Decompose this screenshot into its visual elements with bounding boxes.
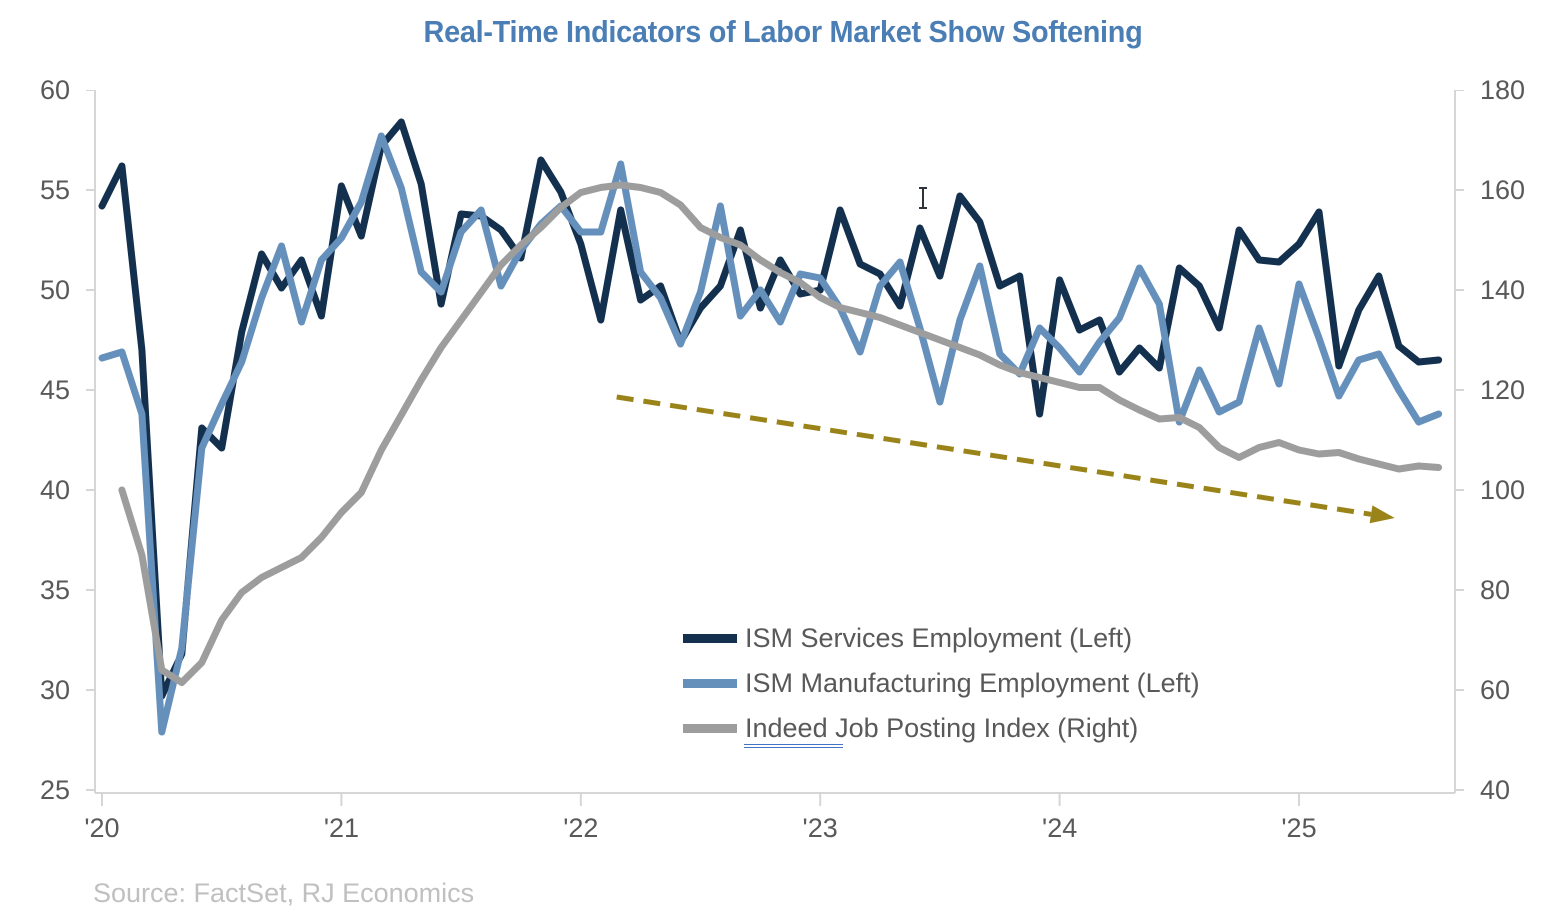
- y-left-tick-label: 35: [39, 575, 70, 605]
- y-left-tick-label: 55: [39, 175, 70, 205]
- text-cursor-icon: [916, 186, 930, 210]
- x-tick-label: '20: [84, 813, 120, 843]
- line-chart: [86, 90, 1464, 806]
- y-right-tick-label: 120: [1480, 375, 1526, 405]
- y-axis-left: 60 55 50 45 40 35 30 25: [0, 76, 70, 804]
- y-right-tick-label: 40: [1480, 775, 1511, 805]
- manufacturing-line-swatch-icon: [683, 678, 737, 688]
- y-left-tick-label: 25: [39, 775, 70, 805]
- y-left-tick-label: 60: [39, 75, 70, 105]
- legend-item-indeed: Indeed Job Posting Index (Right): [683, 712, 1200, 744]
- y-axis-right: 180 160 140 120 100 80 60 40: [1480, 76, 1566, 804]
- x-tick-label: '21: [323, 813, 360, 843]
- page-title: Real-Time Indicators of Labor Market Sho…: [423, 14, 1143, 49]
- legend-label: ISM Services Employment (Left): [745, 622, 1133, 653]
- x-axis: '20 '21 '22 '23 '24 '25: [84, 813, 1455, 847]
- y-right-tick-label: 80: [1480, 575, 1511, 605]
- source-note: Source: FactSet, RJ Economics: [93, 878, 475, 908]
- spellcheck-underline-icon: [744, 742, 843, 748]
- y-left-tick-label: 40: [39, 475, 70, 505]
- y-right-tick-label: 160: [1480, 175, 1526, 205]
- legend-label: ISM Manufacturing Employment (Left): [745, 667, 1200, 698]
- y-right-tick-label: 100: [1480, 475, 1526, 505]
- y-right-tick-label: 60: [1480, 675, 1511, 705]
- x-tick-label: '22: [563, 813, 599, 843]
- legend-item-services: ISM Services Employment (Left): [683, 622, 1200, 654]
- legend-label: Indeed Job Posting Index (Right): [745, 712, 1139, 743]
- plot-area[interactable]: [86, 90, 1464, 810]
- services-line-swatch-icon: [683, 633, 737, 643]
- x-tick-label: '23: [802, 813, 838, 843]
- y-left-tick-label: 45: [39, 375, 70, 405]
- indeed-line-swatch-icon: [683, 723, 737, 733]
- y-right-tick-label: 140: [1480, 275, 1526, 305]
- legend-item-manufacturing: ISM Manufacturing Employment (Left): [683, 667, 1200, 699]
- x-tick-label: '25: [1281, 813, 1317, 843]
- legend: ISM Services Employment (Left) ISM Manuf…: [683, 622, 1200, 757]
- y-left-tick-label: 50: [39, 275, 70, 305]
- y-right-tick-label: 180: [1480, 75, 1526, 105]
- x-tick-label: '24: [1042, 813, 1078, 843]
- y-left-tick-label: 30: [39, 675, 70, 705]
